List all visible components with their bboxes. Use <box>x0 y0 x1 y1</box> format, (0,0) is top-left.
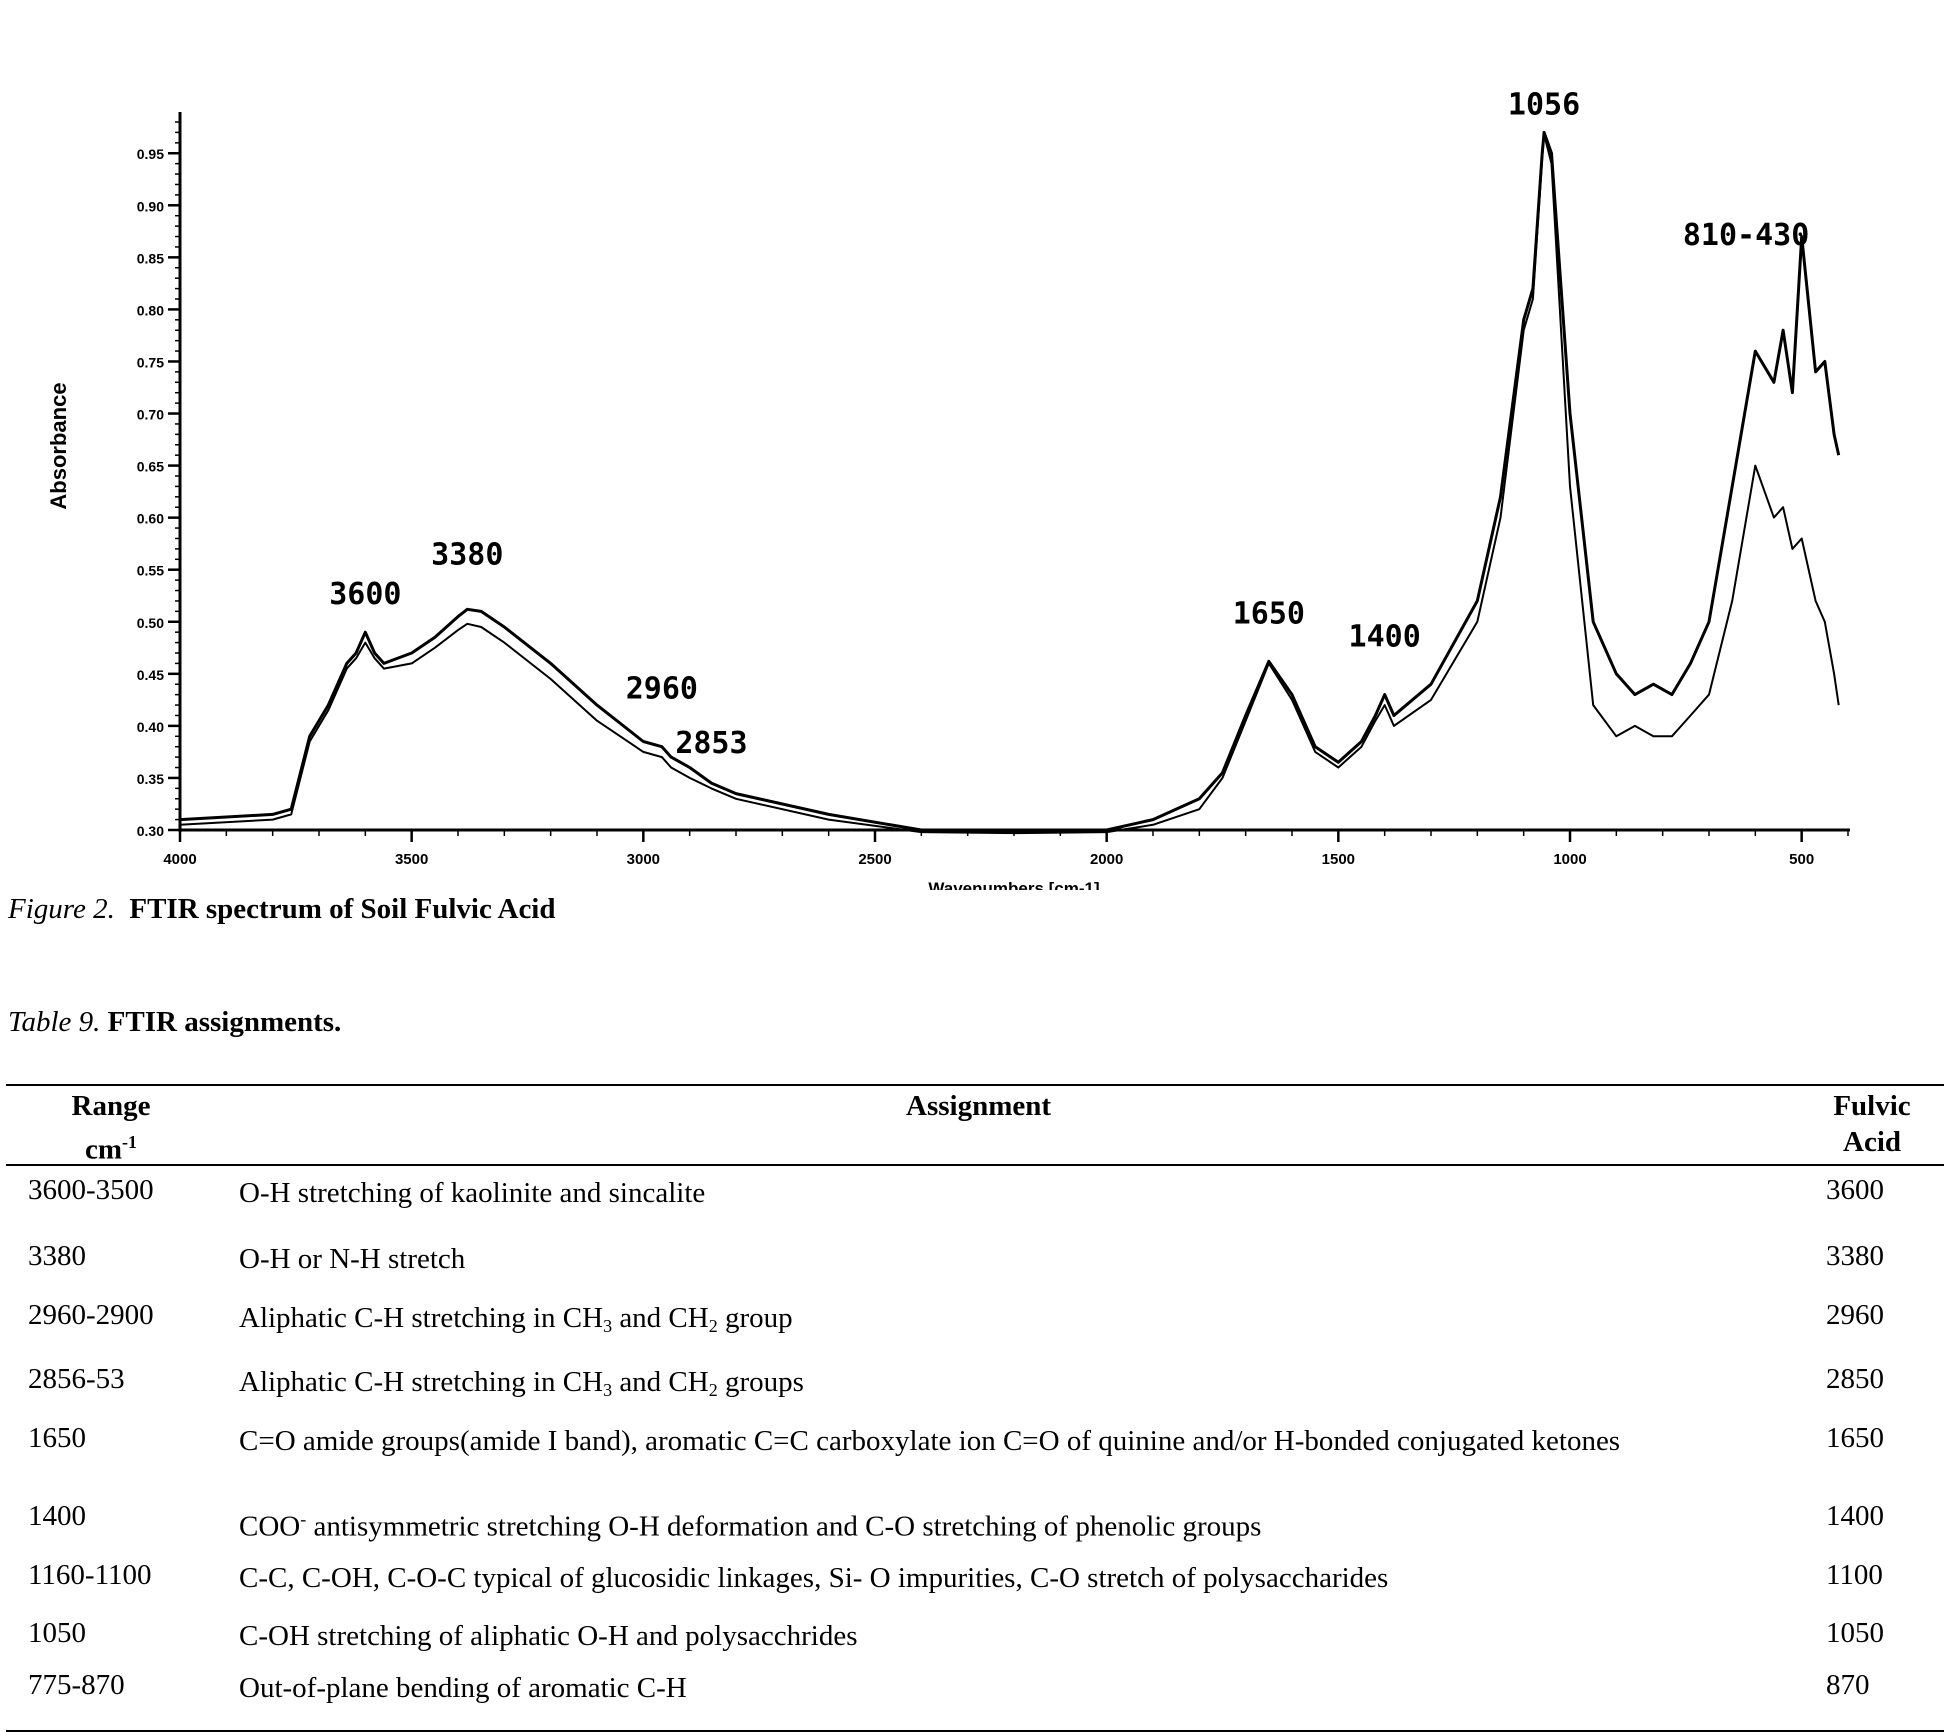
x-tick-label: 1500 <box>1322 851 1355 868</box>
cell-range: 1160-1100 <box>28 1559 152 1591</box>
peak-label: 1400 <box>1349 620 1421 655</box>
series-lines <box>179 130 1841 835</box>
cell-assignment: C-OH stretching of aliphatic O-H and pol… <box>239 1620 858 1652</box>
cell-assignment: C=O amide groups(amide I band), aromatic… <box>239 1425 1621 1457</box>
y-tick-label: 0.70 <box>137 407 164 423</box>
cell-fulvic-acid: 3600 <box>1826 1174 1884 1206</box>
header-range-line1: Range <box>71 1090 151 1122</box>
header-range-sup: -1 <box>122 1132 138 1152</box>
peak-label: 3380 <box>431 537 503 572</box>
table-body: 3600-3500 O-H stretching of kaolinite and… <box>6 1166 1944 1730</box>
y-tick-label: 0.75 <box>137 354 164 370</box>
ftir-spectrum-chart: 0.30 0.35 0.40 0.45 0.50 0.55 0.60 0.65 0.70 0.75… <box>46 87 1850 890</box>
cell-assignment: O-H stretching of kaolinite and sincalit… <box>239 1177 706 1209</box>
cell-fulvic-acid: 870 <box>1826 1669 1870 1701</box>
header-range-line2: cm <box>84 1133 123 1166</box>
header-fulvic-line2: Acid <box>1843 1126 1901 1158</box>
cell-fulvic-acid: 1400 <box>1826 1500 1884 1532</box>
cell-range: 2960-2900 <box>28 1299 154 1331</box>
y-tick-label: 0.40 <box>137 719 164 735</box>
cell-assignment: Aliphatic C-H stretching in CH3 and CH2 … <box>239 1302 793 1336</box>
peak-label: 810-430 <box>1683 218 1809 253</box>
series-line-1 <box>179 130 1841 834</box>
x-tick-label: 3500 <box>395 851 428 868</box>
peak-annotations: 3600 3380 2960 2853 1650 1400 1056 810-430 <box>329 87 1809 761</box>
cell-range: 1650 <box>28 1422 86 1454</box>
x-tick-label: 4000 <box>163 851 196 868</box>
cell-fulvic-acid: 3380 <box>1826 1240 1884 1272</box>
cell-range: 1050 <box>28 1617 86 1649</box>
figure-label: Figure 2. <box>8 893 115 925</box>
figure-title: FTIR spectrum of Soil Fulvic Acid <box>129 893 556 925</box>
cell-range: 3600-3500 <box>28 1174 154 1206</box>
header-fulvic-line1: Fulvic <box>1833 1090 1911 1122</box>
y-tick-label: 0.80 <box>137 302 164 318</box>
cell-fulvic-acid: 2850 <box>1826 1363 1884 1395</box>
x-tick-label: 1000 <box>1553 851 1586 868</box>
cell-assignment: O-H or N-H stretch <box>239 1243 466 1275</box>
cell-range: 3380 <box>28 1240 86 1272</box>
cell-range: 1400 <box>28 1500 86 1532</box>
table-title: FTIR assignments. <box>107 1006 342 1038</box>
x-tick-label: 2500 <box>858 851 891 868</box>
x-tick-label: 2000 <box>1090 851 1123 868</box>
cell-range: 2856-53 <box>28 1363 125 1395</box>
y-tick-label: 0.90 <box>137 198 164 214</box>
y-tick-label: 0.50 <box>137 615 164 631</box>
table-label: Table 9. <box>8 1006 101 1038</box>
table-caption: Table 9. FTIR assignments. <box>8 1006 341 1039</box>
x-tick-label: 500 <box>1789 851 1814 868</box>
cell-fulvic-acid: 2960 <box>1826 1299 1884 1331</box>
peak-label: 2853 <box>675 726 747 761</box>
cell-assignment: COO- antisymmetric stretching O-H deform… <box>239 1509 1262 1543</box>
x-tick-label: 3000 <box>627 851 660 868</box>
y-tick-label: 0.65 <box>137 459 164 475</box>
cell-fulvic-acid: 1650 <box>1826 1422 1884 1454</box>
y-tick-label: 0.95 <box>137 146 164 162</box>
ftir-assignments-table: Range cm-1 Assignment Fulvic Acid 3600-3… <box>6 1084 1944 1732</box>
y-tick-label: 0.35 <box>137 771 164 787</box>
peak-label: 1056 <box>1508 87 1580 122</box>
cell-assignment: Aliphatic C-H stretching in CH3 and CH2 … <box>239 1366 804 1400</box>
y-tick-label: 0.55 <box>137 563 164 579</box>
y-tick-label: 0.45 <box>137 667 164 683</box>
header-fulvic-acid: Fulvic Acid <box>1822 1088 1922 1160</box>
figure-caption: Figure 2. FTIR spectrum of Soil Fulvic A… <box>8 893 556 926</box>
cell-assignment: Out-of-plane bending of aromatic C-H <box>239 1672 687 1704</box>
cell-fulvic-acid: 1050 <box>1826 1617 1884 1649</box>
y-tick-label: 0.30 <box>137 823 164 839</box>
y-axis: 0.30 0.35 0.40 0.45 0.50 0.55 0.60 0.65 0.70 0.75… <box>46 112 182 839</box>
table-header: Range cm-1 Assignment Fulvic Acid <box>6 1086 1944 1166</box>
peak-label: 3600 <box>329 577 401 612</box>
x-axis-label: Wavenumbers [cm-1] <box>928 879 1099 890</box>
series-line-2 <box>179 133 1840 835</box>
peak-label: 1650 <box>1233 596 1305 631</box>
cell-assignment: C-C, C-OH, C-O-C typical of glucosidic l… <box>239 1562 1389 1594</box>
y-tick-label: 0.60 <box>137 511 164 527</box>
header-assignment: Assignment <box>906 1090 1052 1122</box>
y-tick-label: 0.85 <box>137 250 164 266</box>
y-axis-label: Absorbance <box>46 382 71 509</box>
cell-fulvic-acid: 1100 <box>1826 1559 1883 1591</box>
peak-label: 2960 <box>626 672 698 707</box>
x-axis: 4000 3500 3000 2500 2000 1500 1000 500 Wavenumbe… <box>163 828 1850 890</box>
cell-range: 775-870 <box>28 1669 125 1701</box>
header-range: Range cm-1 <box>61 1088 161 1168</box>
